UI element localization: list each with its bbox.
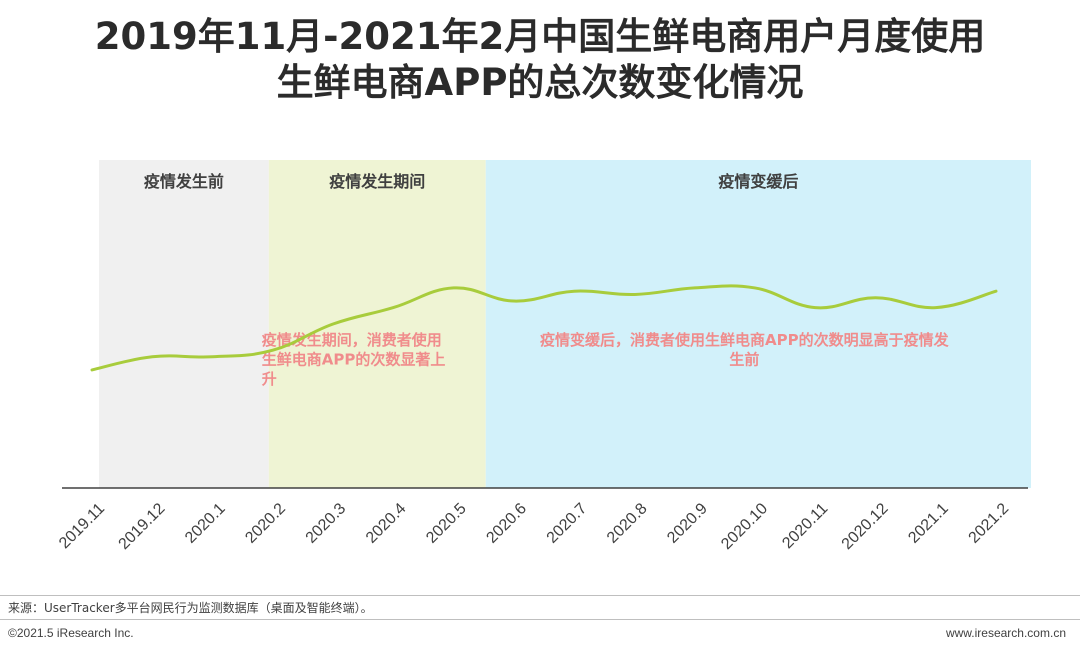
website-link[interactable]: www.iresearch.com.cn (945, 626, 1066, 640)
annotation-1-line-1: 疫情发生期间，消费者使用 (262, 331, 442, 349)
x-tick-label-2020.2: 2020.2 (242, 500, 289, 547)
x-tick-label-2019.11: 2019.11 (56, 500, 108, 552)
x-tick-label-2020.10: 2020.10 (718, 500, 771, 553)
title-line-1: 2019年11月-2021年2月中国生鲜电商用户月度使用 (94, 15, 986, 58)
series-line (90, 284, 998, 372)
x-tick-label-2020.4: 2020.4 (363, 500, 410, 547)
x-tick-label-2020.7: 2020.7 (544, 500, 591, 547)
x-tick-label-2020.5: 2020.5 (423, 500, 470, 547)
x-tick-label-2020.9: 2020.9 (664, 500, 711, 547)
page-title: 2019年11月-2021年2月中国生鲜电商用户月度使用 生鲜电商APP的总次数… (0, 14, 1080, 106)
phase-region-2 (268, 160, 486, 488)
annotation-2-line-1: 疫情变缓后，消费者使用生鲜电商APP的次数明显高于疫情发 (540, 331, 950, 349)
footer-divider-top (0, 595, 1080, 596)
annotation-1-line-3: 升 (262, 370, 277, 388)
footer-divider-bottom (0, 619, 1080, 620)
x-tick-label-2020.3: 2020.3 (303, 500, 350, 547)
annotation-2-line-2: 生前 (729, 351, 759, 369)
x-tick-label-2020.6: 2020.6 (483, 500, 530, 547)
x-tick-label-2020.8: 2020.8 (604, 500, 651, 547)
title-line-2: 生鲜电商APP的总次数变化情况 (276, 61, 804, 104)
phase-label-3: 疫情变缓后 (718, 172, 798, 191)
x-tick-label-2020.1: 2020.1 (182, 500, 229, 547)
x-tick-label-2020.11: 2020.11 (779, 500, 831, 552)
phase-label-2: 疫情发生期间 (329, 172, 425, 191)
x-tick-labels: 2019.11 2019.12 2020.1 2020.2 2020.3 2020.4 20… (56, 500, 1012, 553)
phase-region-1 (99, 160, 269, 488)
series-layer (90, 284, 998, 372)
x-tick-label-2021.2: 2021.2 (966, 500, 1013, 547)
phase-region-3 (485, 160, 1031, 488)
phase-regions: 疫情发生前 疫情发生期间 疫情变缓后 (99, 160, 1031, 488)
x-tick-label-2019.12: 2019.12 (116, 500, 169, 553)
copyright-text: ©2021.5 iResearch Inc. (8, 626, 134, 640)
phase-label-1: 疫情发生前 (144, 172, 224, 191)
x-tick-label-2021.1: 2021.1 (905, 500, 952, 547)
annotation-1-line-2: 生鲜电商APP的次数显著上 (262, 351, 446, 369)
x-tick-label-2020.12: 2020.12 (839, 500, 892, 553)
source-note: 来源：UserTracker多平台网民行为监测数据库（桌面及智能终端）。 (8, 601, 373, 615)
